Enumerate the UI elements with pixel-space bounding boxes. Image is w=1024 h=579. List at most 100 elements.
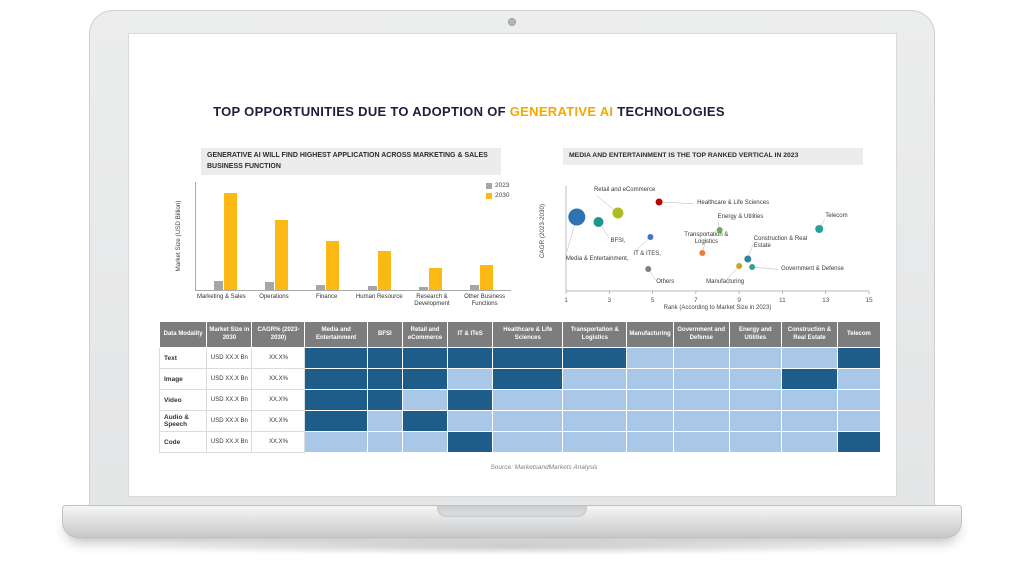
table-row: Audio & Speech USD XX.X Bn XX.X% xyxy=(158,410,882,432)
x-tick-label: 3 xyxy=(607,297,611,304)
heatmap-cell xyxy=(836,347,882,369)
bar-2023 xyxy=(265,282,275,290)
heatmap-cell xyxy=(781,410,838,432)
x-tick-label: 7 xyxy=(694,297,698,304)
leader-line xyxy=(659,201,694,204)
bar-2023 xyxy=(469,285,479,290)
column-header: Retail and eCommerce xyxy=(401,321,449,348)
column-header: Healthcare & Life Sciences xyxy=(492,321,564,348)
heatmap-cell xyxy=(562,347,628,369)
bar-category-label: Marketing & Sales xyxy=(196,294,246,300)
heatmap-cell xyxy=(401,389,449,411)
bar-group xyxy=(214,193,238,290)
table-row: Video USD XX.X Bn XX.X% xyxy=(158,389,882,411)
heatmap-cell xyxy=(492,389,564,411)
row-label: Audio & Speech xyxy=(158,410,208,432)
heatmap-cell xyxy=(626,347,674,369)
scatter-chart-title: MEDIA AND ENTERTAINMENT IS THE TOP RANKE… xyxy=(563,148,863,165)
scatter-point-label: Transportation & Logistics xyxy=(684,232,728,245)
cagr-cell: XX.X% xyxy=(251,347,306,369)
bar-2030 xyxy=(275,220,289,290)
legend-swatch xyxy=(486,182,492,189)
row-label: Text xyxy=(158,347,208,369)
heatmap-cell xyxy=(728,368,783,390)
scatter-point-label: Healthcare & Life Sciences xyxy=(697,200,769,206)
x-tick-label: 13 xyxy=(822,297,830,304)
scatter-point xyxy=(655,198,663,206)
heatmap-cell xyxy=(492,410,564,432)
heatmap-cell xyxy=(401,368,449,390)
scatter-point-label: Construction & Real Estate xyxy=(754,236,807,249)
title-suffix: TECHNOLOGIES xyxy=(613,104,725,119)
heatmap-cell xyxy=(366,389,403,411)
heatmap-table: Data Modality Market Size in 2030 CAGR% (2… xyxy=(158,321,882,453)
scatter-point xyxy=(645,266,652,272)
heatmap-cell xyxy=(781,368,838,390)
bar-2030 xyxy=(428,268,442,290)
scatter-point-label: Retail and eCommerce xyxy=(594,187,656,193)
column-header: CAGR% (2023-2030) xyxy=(251,321,306,348)
bar-group xyxy=(265,220,289,290)
cagr-cell: XX.X% xyxy=(251,431,306,453)
heatmap-cell xyxy=(304,389,368,411)
heatmap-cell xyxy=(672,347,730,369)
heatmap-cell xyxy=(304,368,368,390)
bar-chart-legend: 2023 2030 xyxy=(486,182,509,202)
bar-category-label: Finance xyxy=(315,294,338,300)
leader-line xyxy=(634,236,651,252)
column-header: Construction & Real Estate xyxy=(781,321,838,348)
bar-2023 xyxy=(316,285,326,290)
bar-group xyxy=(469,265,493,290)
table-row: Text USD XX.X Bn XX.X% xyxy=(158,347,882,369)
leader-line xyxy=(752,266,779,270)
bar-category-label: Operations xyxy=(259,294,289,300)
heatmap-cell xyxy=(672,368,730,390)
heatmap-cell xyxy=(672,389,730,411)
heatmap-cell xyxy=(304,347,368,369)
legend-item: 2030 xyxy=(486,192,509,199)
bar-2030 xyxy=(377,251,391,290)
heatmap-cell xyxy=(836,368,882,390)
scatter-point xyxy=(744,255,752,263)
scatter-point-label: Telecom xyxy=(825,213,847,219)
heatmap-cell xyxy=(447,410,494,432)
market-size-cell: USD XX.X Bn xyxy=(206,347,253,369)
heatmap-cell xyxy=(728,347,783,369)
x-tick-label: 1 xyxy=(564,297,568,304)
heatmap-cell xyxy=(447,368,494,390)
heatmap-cell xyxy=(672,410,730,432)
heatmap-cell xyxy=(728,389,783,411)
scatter-point-label: Media & Entertainment, xyxy=(566,256,629,262)
heatmap-cell xyxy=(562,410,628,432)
laptop-base xyxy=(62,505,962,538)
heatmap-cell xyxy=(492,347,564,369)
heatmap-cell xyxy=(781,431,838,453)
heatmap-cell xyxy=(401,410,449,432)
heatmap-cell xyxy=(562,368,628,390)
column-header: Manufacturing xyxy=(626,321,674,348)
scatter-point-label: IT & ITES, xyxy=(633,251,661,257)
bar-2030 xyxy=(326,241,340,290)
x-tick-label: 15 xyxy=(865,297,873,304)
table-row: Code USD XX.X Bn XX.X% xyxy=(158,431,882,453)
heatmap-cell xyxy=(626,368,674,390)
heatmap-cell xyxy=(401,431,449,453)
heatmap-cell xyxy=(781,389,838,411)
heatmap-cell xyxy=(492,431,564,453)
scatter-point xyxy=(736,263,743,269)
heatmap-cell xyxy=(304,431,368,453)
cagr-cell: XX.X% xyxy=(251,410,306,432)
heatmap-cell xyxy=(562,431,628,453)
bar-category-label: Other Business Functions xyxy=(464,294,506,308)
column-header: Government and Defense xyxy=(672,321,730,348)
heatmap-cell xyxy=(672,431,730,453)
heatmap-cell xyxy=(366,347,403,369)
scatter-point xyxy=(593,217,604,227)
legend-label: 2023 xyxy=(495,182,510,189)
scatter-point xyxy=(749,264,756,270)
scatter-point xyxy=(612,207,624,219)
market-size-cell: USD XX.X Bn xyxy=(206,368,253,390)
bar-chart-title: GENERATIVE AI WILL FIND HIGHEST APPLICAT… xyxy=(201,148,501,175)
bar-2023 xyxy=(214,281,224,290)
